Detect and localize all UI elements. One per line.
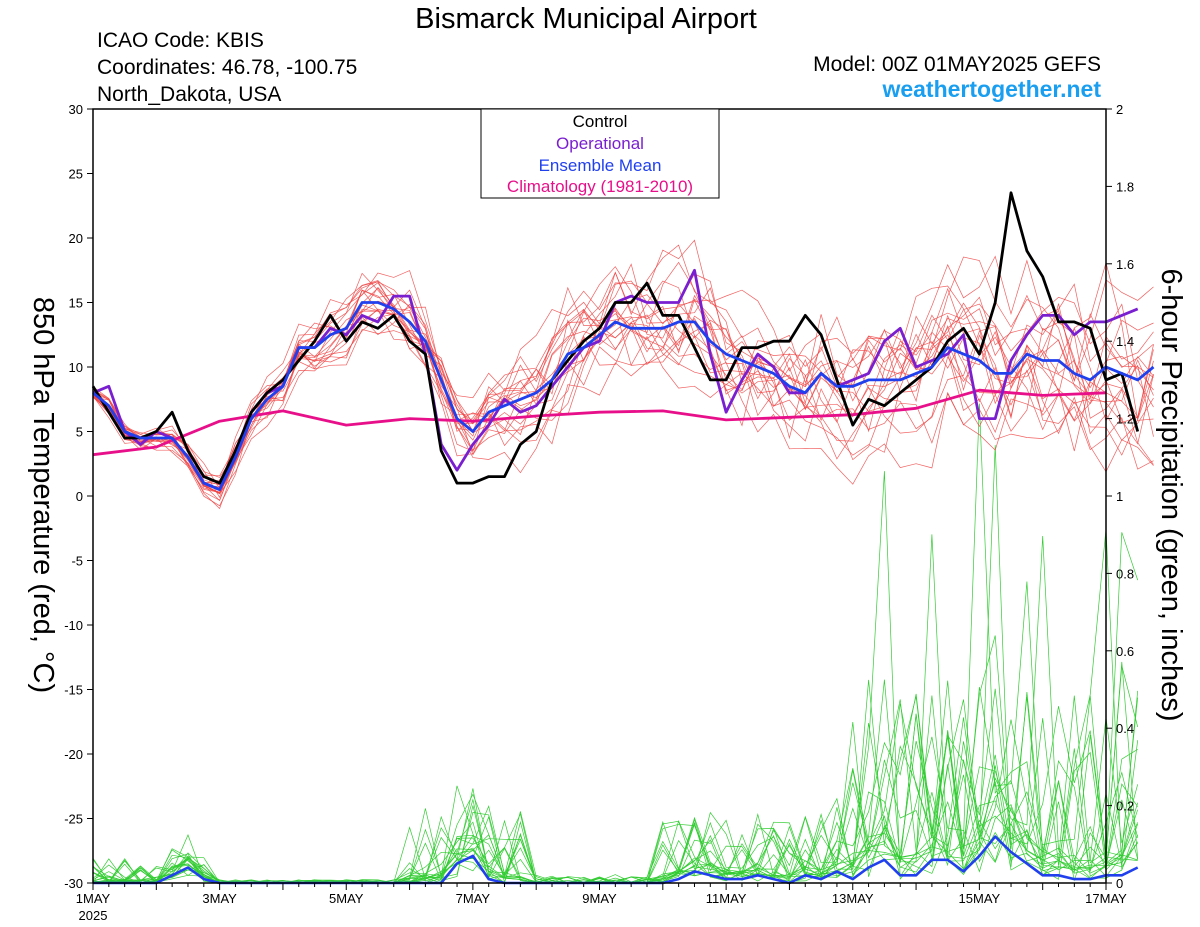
legend: Control Operational Ensemble Mean Climat… xyxy=(480,108,720,199)
x-tick-label: 5MAY xyxy=(329,891,364,906)
legend-control: Control xyxy=(573,112,628,131)
icao-code: ICAO Code: KBIS xyxy=(97,29,264,52)
y-axis-label: 850 hPa Temperature (red, °C) xyxy=(27,297,59,693)
y2-tick-label: 2 xyxy=(1116,102,1123,117)
y-tick-label: 30 xyxy=(69,102,83,117)
temp-member-line xyxy=(92,239,1154,502)
y2-tick-label: 1.6 xyxy=(1116,257,1134,272)
model-run: Model: 00Z 01MAY2025 GEFS xyxy=(813,53,1101,76)
y-tick-label: -10 xyxy=(64,618,83,633)
y-tick-label: 10 xyxy=(69,360,83,375)
temp-member-line xyxy=(92,289,1154,501)
y2-tick-label: 1.4 xyxy=(1116,334,1134,349)
y-tick-label: 0 xyxy=(76,489,83,504)
control-series-line xyxy=(91,191,1140,485)
y-tick-label: -30 xyxy=(64,876,83,891)
x-tick-label: 15MAY xyxy=(959,891,1001,906)
x-tick-label: 13MAY xyxy=(832,891,874,906)
y-tick-label: -20 xyxy=(64,747,83,762)
x-tick-label: 3MAY xyxy=(202,891,237,906)
site-link[interactable]: weathertogether.net xyxy=(881,76,1101,102)
y-tick-label: 5 xyxy=(76,425,83,440)
x-axis: 1MAY 2025 3MAY 5MAY 7MAY 9MAY 11MAY 13MAY 15MAY 1… xyxy=(76,883,1127,923)
y2-tick-label: 1.2 xyxy=(1116,412,1134,427)
y2-tick-label: 0.8 xyxy=(1116,566,1134,581)
y2-tick-label: 0.6 xyxy=(1116,644,1134,659)
temp-member-line xyxy=(92,256,1154,510)
y-tick-label: -25 xyxy=(64,812,83,827)
legend-climatology: Climatology (1981-2010) xyxy=(507,177,693,196)
temp-member-line xyxy=(92,286,1154,485)
y2-tick-label: 0.4 xyxy=(1116,721,1134,736)
y2-tick-label: 1 xyxy=(1116,489,1123,504)
y-tick-label: 15 xyxy=(69,296,83,311)
y2-axis: 0 0.2 0.4 0.6 0.8 1 1.2 1.4 1.6 1.8 2 xyxy=(1106,102,1134,891)
y2-axis-label: 6-hour Precipitation (green, inches) xyxy=(1155,269,1187,722)
x-tick-label: 11MAY xyxy=(706,891,747,906)
temp-member-line xyxy=(92,266,1154,490)
coordinates: Coordinates: 46.78, -100.75 xyxy=(97,56,357,79)
x-tick-label: 7MAY xyxy=(456,891,491,906)
precip-member-line xyxy=(92,679,1138,884)
y2-tick-label: 0 xyxy=(1116,876,1123,891)
temp-member-line xyxy=(92,244,1154,485)
ensemble-mean-series-line xyxy=(92,301,1155,492)
temp-member-line xyxy=(92,271,1154,484)
x-tick-label: 17MAY xyxy=(1085,891,1127,906)
legend-ensemble-mean: Ensemble Mean xyxy=(539,156,662,175)
plot-area: -30-25-20-15-10-505101520253000.20.40.60… xyxy=(64,102,1155,923)
y-tick-label: -5 xyxy=(71,554,83,569)
y-axis: -30 -25 -20 -15 -10 -5 0 5 10 15 20 25 30 xyxy=(64,102,93,891)
x-year-label: 2025 xyxy=(79,908,108,923)
chart-title: Bismarck Municipal Airport xyxy=(415,3,757,35)
y2-tick-label: 1.8 xyxy=(1116,179,1134,194)
legend-box xyxy=(480,108,720,199)
y-tick-label: 20 xyxy=(69,231,83,246)
temp-member-line xyxy=(92,280,1154,494)
y2-tick-label: 0.2 xyxy=(1116,799,1134,814)
x-tick-label: 1MAY xyxy=(76,891,111,906)
y-tick-label: -15 xyxy=(64,683,83,698)
y-tick-label: 25 xyxy=(69,167,83,182)
precip-member-line xyxy=(92,699,1138,884)
temp-member-line xyxy=(92,273,1154,495)
temp-member-line xyxy=(92,303,1154,493)
location: North_Dakota, USA xyxy=(97,83,281,106)
x-tick-label: 9MAY xyxy=(582,891,617,906)
climatology-series-line xyxy=(92,388,1107,457)
legend-operational: Operational xyxy=(556,134,644,153)
